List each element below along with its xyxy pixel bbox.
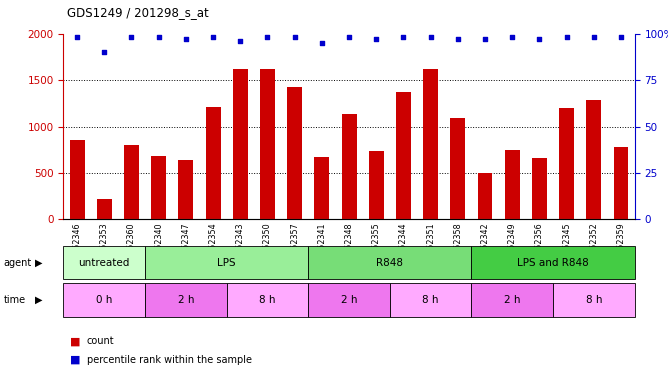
Bar	[178, 160, 193, 219]
Bar	[63, 283, 145, 317]
Bar	[559, 108, 574, 219]
Point	[398, 34, 409, 40]
Point	[426, 34, 436, 40]
Point	[317, 40, 327, 46]
Point	[99, 50, 110, 55]
Point	[480, 36, 490, 42]
Text: 2 h: 2 h	[504, 295, 520, 305]
Bar	[341, 114, 357, 219]
Text: 8 h: 8 h	[586, 295, 602, 305]
Bar	[472, 246, 635, 279]
Text: agent: agent	[3, 258, 31, 267]
Text: count: count	[87, 336, 114, 346]
Bar	[232, 69, 248, 219]
Text: LPS and R848: LPS and R848	[517, 258, 589, 267]
Bar	[260, 69, 275, 219]
Point	[452, 36, 463, 42]
Point	[71, 34, 82, 40]
Bar	[69, 140, 85, 219]
Bar	[423, 69, 438, 219]
Text: 0 h: 0 h	[96, 295, 112, 305]
Bar	[226, 283, 308, 317]
Bar	[151, 156, 166, 219]
Text: GDS1249 / 201298_s_at: GDS1249 / 201298_s_at	[67, 6, 208, 19]
Text: percentile rank within the sample: percentile rank within the sample	[87, 355, 252, 365]
Text: LPS: LPS	[217, 258, 236, 267]
Bar	[308, 246, 472, 279]
Point	[343, 34, 354, 40]
Point	[126, 34, 137, 40]
Text: R848: R848	[376, 258, 403, 267]
Bar	[505, 150, 520, 219]
Bar	[587, 100, 601, 219]
Bar	[287, 87, 302, 219]
Bar	[396, 92, 411, 219]
Text: ▶: ▶	[35, 295, 43, 305]
Point	[561, 34, 572, 40]
Bar	[532, 158, 547, 219]
Text: ■: ■	[70, 355, 81, 365]
Point	[589, 34, 599, 40]
Bar	[63, 246, 145, 279]
Point	[289, 34, 300, 40]
Text: untreated: untreated	[79, 258, 130, 267]
Text: 2 h: 2 h	[341, 295, 357, 305]
Point	[616, 34, 627, 40]
Point	[208, 34, 218, 40]
Bar	[478, 173, 492, 219]
Bar	[369, 151, 383, 219]
Bar	[613, 147, 629, 219]
Point	[235, 38, 246, 44]
Point	[262, 34, 273, 40]
Bar	[315, 157, 329, 219]
Point	[507, 34, 518, 40]
Text: 8 h: 8 h	[259, 295, 276, 305]
Text: 2 h: 2 h	[178, 295, 194, 305]
Text: time: time	[3, 295, 25, 305]
Bar	[390, 283, 472, 317]
Bar	[206, 107, 220, 219]
Point	[153, 34, 164, 40]
Bar	[472, 283, 553, 317]
Text: ▶: ▶	[35, 258, 43, 267]
Bar	[450, 118, 466, 219]
Bar	[145, 246, 308, 279]
Bar	[145, 283, 226, 317]
Point	[371, 36, 381, 42]
Bar	[553, 283, 635, 317]
Bar	[124, 145, 139, 219]
Text: ■: ■	[70, 336, 81, 346]
Bar	[308, 283, 390, 317]
Point	[180, 36, 191, 42]
Text: 8 h: 8 h	[422, 295, 439, 305]
Bar	[97, 199, 112, 219]
Point	[534, 36, 545, 42]
